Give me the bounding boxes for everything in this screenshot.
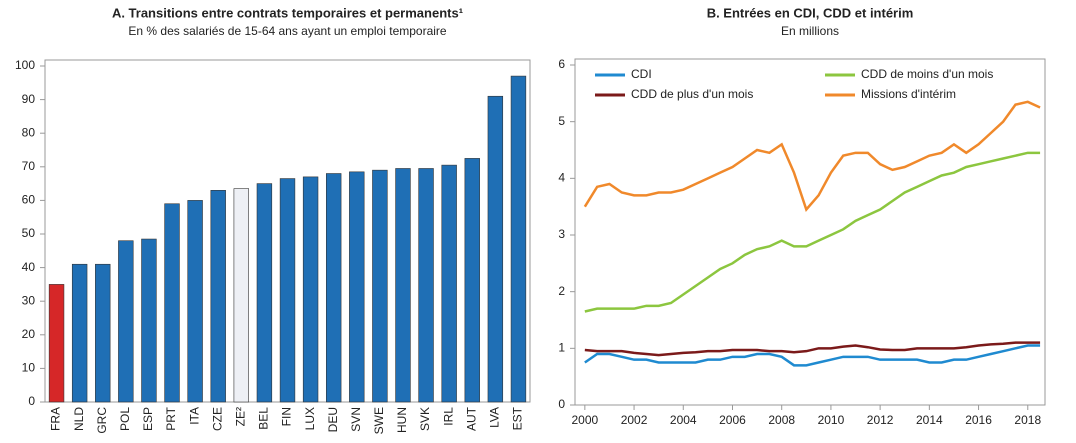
bar xyxy=(372,169,388,403)
chart-subtitle: En millions xyxy=(781,24,839,38)
series-line xyxy=(584,344,1041,367)
y-tick-label: 80 xyxy=(22,125,36,139)
x-tick-label: 2002 xyxy=(621,413,648,427)
bar xyxy=(71,263,88,403)
x-tick-label: ESP xyxy=(141,407,155,431)
y-tick-label: 0 xyxy=(558,397,565,411)
x-tick-label: ITA xyxy=(187,407,201,425)
chart-title: A. Transitions entre contrats temporaire… xyxy=(112,5,463,20)
bar xyxy=(187,200,203,403)
bar xyxy=(141,238,157,403)
x-tick-label: 2006 xyxy=(719,413,746,427)
x-tick-label: SVN xyxy=(349,407,363,432)
y-tick-label: 50 xyxy=(22,226,36,240)
y-tick-label: 100 xyxy=(15,58,35,72)
bar xyxy=(325,173,342,403)
series-line xyxy=(584,341,1041,357)
y-tick-label: 10 xyxy=(22,361,36,375)
x-tick-label: FRA xyxy=(49,407,63,431)
x-tick-label: 2018 xyxy=(1014,413,1041,427)
y-tick-label: 30 xyxy=(22,293,36,307)
chart-title: B. Entrées en CDI, CDD et intérim xyxy=(707,5,914,20)
bar xyxy=(418,168,434,403)
bar xyxy=(487,95,504,403)
y-tick-label: 4 xyxy=(558,171,565,185)
y-tick-label: 70 xyxy=(22,159,36,173)
x-tick-label: SVK xyxy=(418,407,432,431)
bar xyxy=(395,168,411,403)
bar xyxy=(302,176,319,403)
plot-frame xyxy=(574,58,1046,406)
y-tick-label: 60 xyxy=(22,193,36,207)
bar xyxy=(48,284,65,403)
x-tick-label: 2016 xyxy=(965,413,992,427)
x-tick-label: NLD xyxy=(72,407,86,431)
y-tick-label: 5 xyxy=(558,114,565,128)
y-tick-label: 3 xyxy=(558,227,565,241)
series-line xyxy=(583,100,1041,212)
x-tick-label: LVA xyxy=(488,407,502,428)
y-tick-label: 40 xyxy=(22,260,36,274)
y-tick-label: 2 xyxy=(558,284,565,298)
y-tick-label: 1 xyxy=(558,341,565,355)
x-tick-label: CZE xyxy=(210,407,224,431)
legend-label: Missions d'intérim xyxy=(861,87,956,101)
series-line xyxy=(584,151,1041,313)
x-tick-label: HUN xyxy=(395,407,409,433)
x-tick-label: PRT xyxy=(164,406,178,430)
x-tick-label: POL xyxy=(118,407,132,431)
bar xyxy=(441,164,457,403)
bar xyxy=(349,171,365,403)
x-tick-label: DEU xyxy=(326,407,340,432)
x-tick-label: ZE² xyxy=(233,407,247,426)
x-tick-label: IRL xyxy=(441,407,455,426)
bar xyxy=(210,190,226,403)
legend-label: CDD de plus d'un mois xyxy=(631,87,753,101)
x-tick-label: 2010 xyxy=(818,413,845,427)
legend-label: CDD de moins d'un mois xyxy=(861,67,993,81)
y-tick-label: 6 xyxy=(558,57,565,71)
bar xyxy=(164,203,180,403)
bar xyxy=(95,263,111,403)
x-tick-label: 2000 xyxy=(571,413,598,427)
bar xyxy=(510,75,527,403)
bar xyxy=(233,188,250,403)
y-tick-label: 90 xyxy=(22,92,36,106)
x-tick-label: FIN xyxy=(280,407,294,426)
x-tick-label: 2008 xyxy=(768,413,795,427)
bar xyxy=(256,183,273,403)
y-tick-label: 0 xyxy=(28,394,35,408)
x-tick-label: LUX xyxy=(303,407,317,430)
y-tick-label: 20 xyxy=(22,327,36,341)
x-tick-label: EST xyxy=(511,406,525,430)
x-tick-label: GRC xyxy=(95,407,109,434)
x-tick-label: 2012 xyxy=(867,413,894,427)
x-tick-label: SWE xyxy=(372,407,386,434)
chart-subtitle: En % des salariés de 15-64 ans ayant un … xyxy=(128,24,447,38)
legend-label: CDI xyxy=(631,67,652,81)
bar xyxy=(118,240,134,403)
bar xyxy=(279,178,296,403)
x-tick-label: 2004 xyxy=(670,413,697,427)
x-tick-label: 2014 xyxy=(916,413,943,427)
x-tick-label: AUT xyxy=(464,406,478,431)
x-tick-label: BEL xyxy=(257,407,271,430)
bar xyxy=(464,158,480,403)
